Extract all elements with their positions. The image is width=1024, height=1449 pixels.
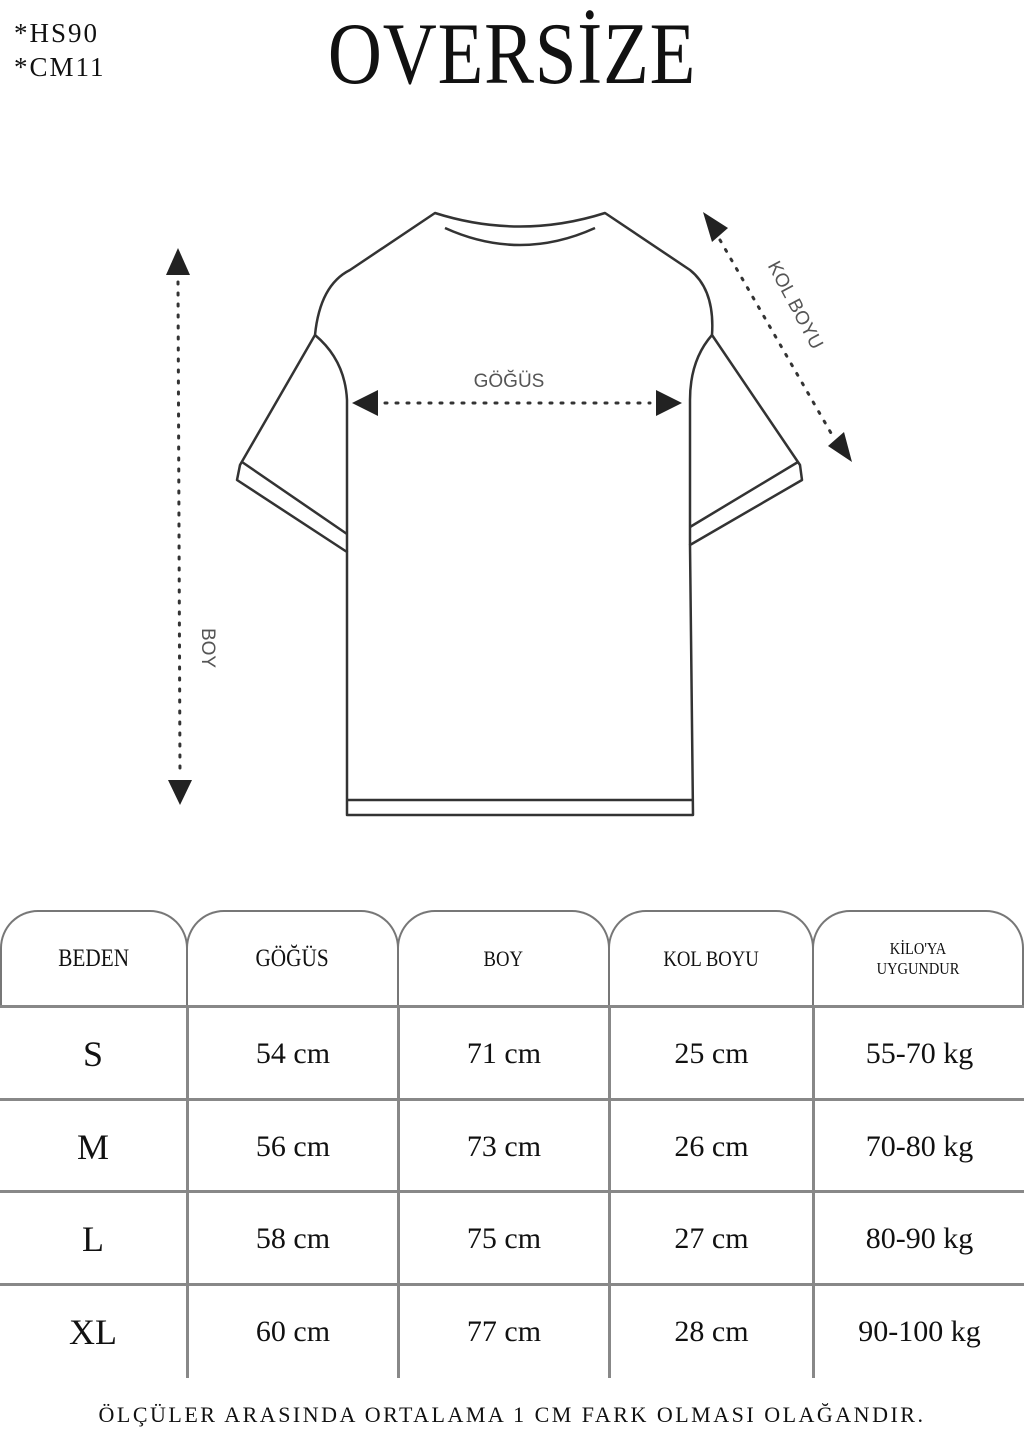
cell-weight: 55-70 kg: [812, 1008, 1024, 1100]
boy-dotted-line: [176, 280, 182, 777]
header-length: BOY: [397, 910, 610, 1005]
cell-length: 77 cm: [397, 1285, 608, 1378]
cell-size: S: [82, 1034, 104, 1074]
cell-length: 75 cm: [397, 1193, 608, 1285]
cell-sleeve: 26 cm: [608, 1100, 812, 1193]
cell-chest: 60 cm: [186, 1285, 397, 1378]
header-chest: GÖĞÜS: [186, 910, 399, 1005]
boy-arrow-down-icon: [168, 780, 192, 805]
cell-weight: 80-90 kg: [812, 1193, 1024, 1285]
chest-label: GÖĞÜS: [474, 370, 545, 392]
collar: [444, 226, 596, 247]
footer-note: ÖLÇÜLER ARASINDA ORTALAMA 1 CM FARK OLMA…: [98, 1402, 926, 1427]
cell-chest: 58 cm: [186, 1193, 397, 1285]
cell-chest: 54 cm: [186, 1008, 397, 1100]
cell-chest: 56 cm: [186, 1100, 397, 1193]
sleeve-arrow-up-icon: [703, 212, 728, 242]
code-1: *HS90: [14, 18, 100, 48]
table-row: S 54 cm 71 cm 25 cm 55-70 kg: [0, 1005, 1024, 1100]
header-weight: KİLO'YA UYGUNDUR: [812, 910, 1024, 1005]
header-size: BEDEN: [0, 910, 188, 1005]
cell-weight: 90-100 kg: [812, 1285, 1024, 1378]
table-row: L 58 cm 75 cm 27 cm 80-90 kg: [0, 1190, 1024, 1285]
cell-size: M: [76, 1126, 109, 1167]
sleeve-arrow-down-icon: [828, 432, 852, 462]
sleeve-label: KOL BOYU: [763, 258, 827, 353]
product-codes: *HS90 *CM11: [14, 16, 106, 84]
chest-arrow-right-icon: [656, 390, 682, 416]
table-row: XL 60 cm 77 cm 28 cm 90-100 kg: [0, 1282, 1024, 1378]
header-sleeve: KOL BOYU: [608, 910, 814, 1005]
cell-weight: 70-80 kg: [812, 1100, 1024, 1193]
boy-arrow-up-icon: [166, 248, 190, 275]
right-shoulder-seam: [688, 334, 713, 545]
cell-size: XL: [69, 1311, 117, 1352]
length-label: BOY: [197, 628, 218, 668]
cell-size: L: [82, 1219, 104, 1259]
code-2: *CM11: [14, 52, 106, 82]
cell-sleeve: 25 cm: [608, 1008, 812, 1100]
page-title: OVERSİZE: [327, 6, 697, 103]
cell-length: 71 cm: [397, 1008, 608, 1100]
right-cuff: [689, 460, 799, 529]
left-shoulder-seam: [314, 334, 349, 552]
table-row: M 56 cm 73 cm 26 cm 70-80 kg: [0, 1097, 1024, 1193]
left-cuff: [241, 460, 348, 536]
tshirt-outline: [235, 211, 804, 817]
chest-arrow-left-icon: [352, 390, 378, 416]
cell-sleeve: 27 cm: [608, 1193, 812, 1285]
tshirt-diagram: GÖĞÜS BOY KOL BOYU: [166, 211, 852, 817]
cell-sleeve: 28 cm: [608, 1285, 812, 1378]
cell-length: 73 cm: [397, 1100, 608, 1193]
